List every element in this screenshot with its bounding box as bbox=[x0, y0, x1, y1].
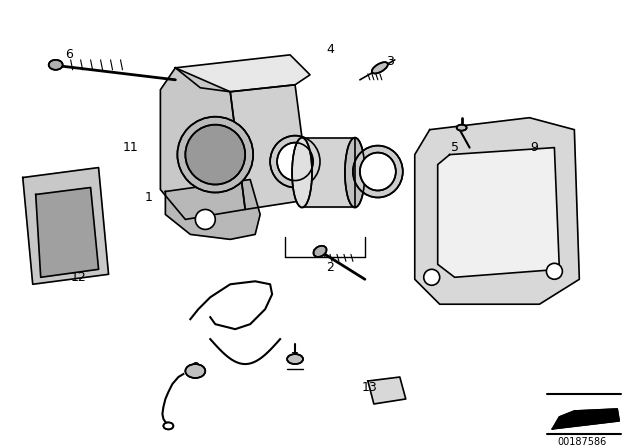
Text: 13: 13 bbox=[362, 380, 378, 393]
Ellipse shape bbox=[345, 138, 365, 207]
Text: 1: 1 bbox=[145, 191, 152, 204]
Circle shape bbox=[177, 116, 253, 193]
Text: 7: 7 bbox=[291, 351, 299, 364]
Ellipse shape bbox=[457, 125, 467, 131]
Polygon shape bbox=[415, 118, 579, 304]
Polygon shape bbox=[230, 85, 310, 210]
Text: 2: 2 bbox=[326, 261, 334, 274]
Ellipse shape bbox=[186, 364, 205, 378]
Text: 3: 3 bbox=[386, 56, 394, 69]
Polygon shape bbox=[23, 168, 109, 284]
Circle shape bbox=[424, 269, 440, 285]
Text: 11: 11 bbox=[123, 141, 138, 154]
Polygon shape bbox=[161, 68, 245, 220]
Ellipse shape bbox=[270, 136, 320, 188]
Ellipse shape bbox=[163, 422, 173, 429]
Text: 6: 6 bbox=[65, 48, 72, 61]
Ellipse shape bbox=[277, 142, 313, 181]
Ellipse shape bbox=[353, 146, 403, 198]
Text: 5: 5 bbox=[451, 141, 459, 154]
Ellipse shape bbox=[49, 60, 63, 70]
Polygon shape bbox=[165, 180, 260, 239]
Text: 00187586: 00187586 bbox=[557, 437, 607, 447]
Circle shape bbox=[547, 263, 563, 279]
Text: 12: 12 bbox=[71, 271, 86, 284]
Polygon shape bbox=[36, 188, 99, 277]
Ellipse shape bbox=[360, 153, 396, 190]
Text: 4: 4 bbox=[326, 43, 334, 56]
Ellipse shape bbox=[314, 246, 326, 257]
Circle shape bbox=[186, 125, 245, 185]
Circle shape bbox=[195, 210, 215, 229]
Polygon shape bbox=[438, 148, 559, 277]
Text: 10: 10 bbox=[312, 248, 328, 261]
Text: 9: 9 bbox=[531, 141, 538, 154]
Ellipse shape bbox=[292, 138, 312, 207]
Ellipse shape bbox=[372, 62, 388, 73]
Polygon shape bbox=[175, 55, 310, 92]
Text: 8: 8 bbox=[191, 361, 199, 374]
Ellipse shape bbox=[287, 354, 303, 364]
Polygon shape bbox=[368, 377, 406, 404]
Polygon shape bbox=[552, 409, 620, 429]
Polygon shape bbox=[302, 138, 355, 207]
